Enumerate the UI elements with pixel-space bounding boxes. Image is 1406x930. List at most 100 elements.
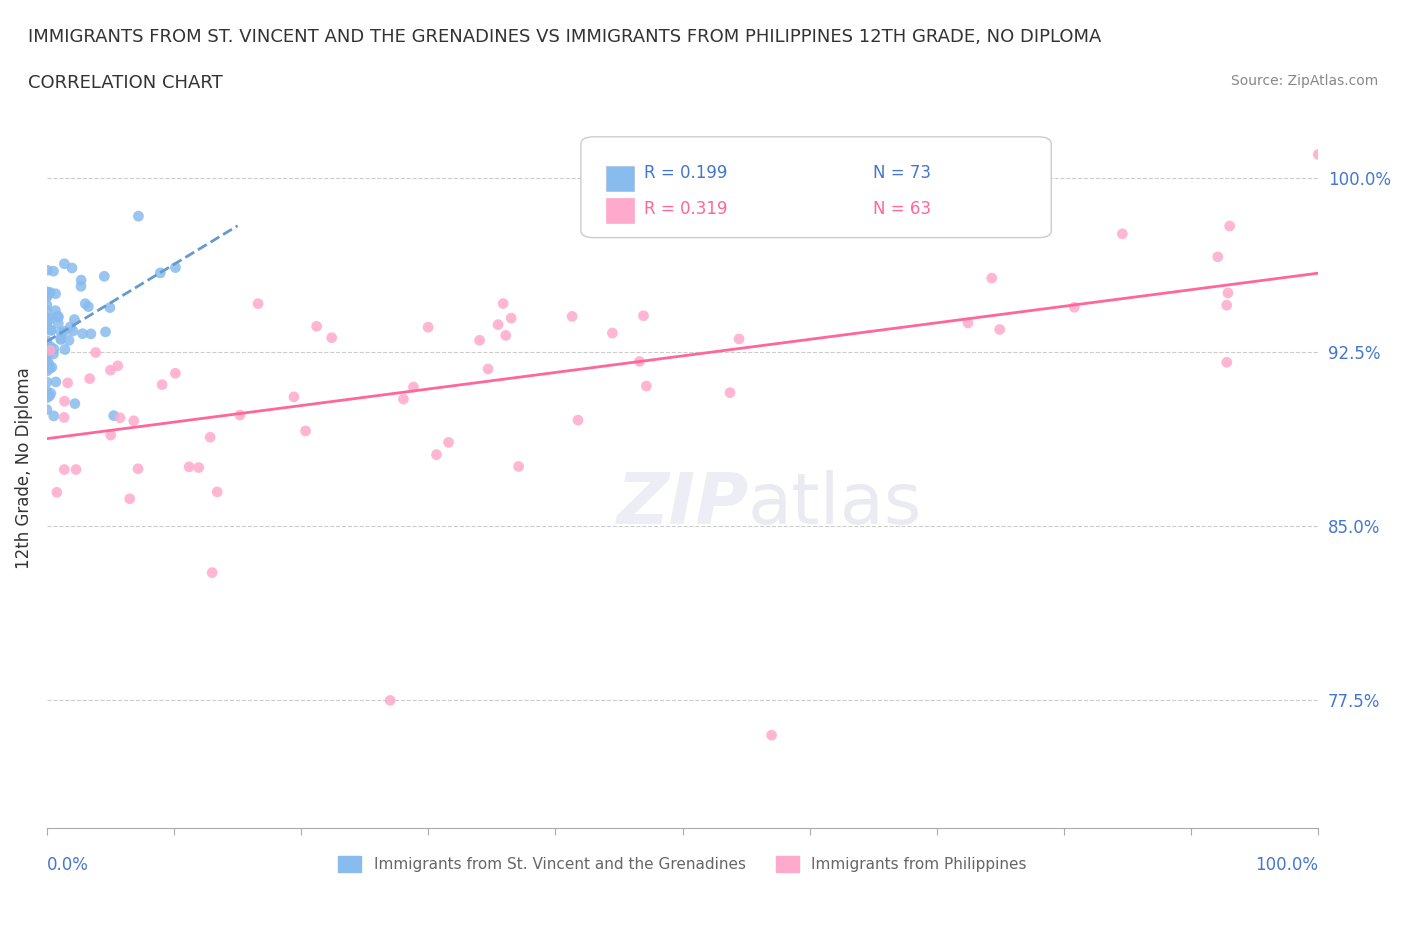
Point [70,272,93,287]
Point [35,315,58,330]
Point [98,300,121,315]
Point [53,410,76,425]
Point [46,316,69,331]
Point [305,319,328,334]
Point [35,341,58,356]
Point [402,379,425,394]
Point [39,339,62,354]
Point [728,331,751,346]
Point [35,364,58,379]
Point [35,287,58,302]
Point [35,384,58,399]
Point [1219,219,1241,233]
Point [46,309,69,324]
Point [39,343,62,358]
Point [35,402,58,417]
Point [49,332,72,347]
Text: IMMIGRANTS FROM ST. VINCENT AND THE GRENADINES VS IMMIGRANTS FROM PHILIPPINES 12: IMMIGRANTS FROM ST. VINCENT AND THE GREN… [28,28,1101,46]
Point [980,271,1002,286]
Point [42,408,65,423]
Point [283,390,305,405]
Point [294,423,316,438]
Point [48,310,70,325]
Point [107,358,129,373]
Point [38,361,60,376]
Point [437,435,460,450]
Point [1216,286,1239,300]
Point [718,385,741,400]
Text: Source: ZipAtlas.com: Source: ZipAtlas.com [1230,74,1378,88]
Point [122,413,145,428]
Point [567,413,589,428]
Point [35,391,58,405]
Point [205,485,228,499]
Point [41,360,63,375]
Point [179,459,201,474]
Point [956,315,979,330]
Point [35,357,58,372]
Text: R = 0.199: R = 0.199 [644,164,728,181]
Point [761,728,783,743]
Point [628,354,651,369]
Point [63,396,86,411]
Point [35,320,58,335]
Point [576,206,599,220]
Text: ZIP: ZIP [616,470,749,538]
Point [200,430,222,445]
Point [53,462,76,477]
Point [1308,147,1330,162]
Point [35,344,58,359]
Point [70,279,93,294]
Point [59,320,82,335]
Point [41,323,63,338]
Point [378,693,401,708]
Point [201,565,224,580]
Point [42,347,65,362]
Point [1215,298,1237,312]
Point [35,348,58,363]
Point [49,326,72,340]
Text: N = 73: N = 73 [873,164,931,181]
Text: atlas: atlas [748,470,922,538]
Point [35,285,58,299]
Point [45,485,67,499]
Point [35,286,58,300]
Point [53,324,76,339]
Point [988,322,1011,337]
Point [39,286,62,300]
Point [37,263,59,278]
Point [416,320,439,335]
Point [38,389,60,404]
Point [56,376,79,391]
Point [49,331,72,346]
Point [39,323,62,338]
Point [392,392,415,406]
Point [42,264,65,279]
Point [62,324,84,339]
Point [35,289,58,304]
FancyBboxPatch shape [606,166,634,191]
Point [602,326,624,340]
Point [65,462,87,477]
Text: 0.0%: 0.0% [46,856,89,874]
Point [39,312,62,326]
Point [1206,249,1229,264]
Point [35,375,58,390]
Point [84,345,107,360]
Point [53,257,76,272]
Point [35,298,58,312]
Point [37,355,59,370]
Text: 100.0%: 100.0% [1256,856,1319,874]
Point [53,342,76,357]
Point [93,269,115,284]
Point [150,378,173,392]
Point [103,408,125,423]
Point [35,349,58,364]
Point [633,309,655,324]
Point [100,428,122,443]
Point [229,407,252,422]
Point [45,375,67,390]
Point [127,461,149,476]
Point [35,314,58,329]
Point [35,333,58,348]
